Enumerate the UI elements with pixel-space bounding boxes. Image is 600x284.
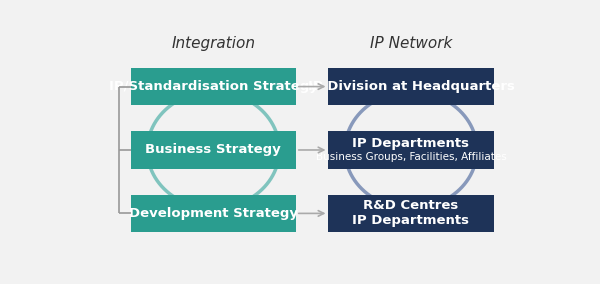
FancyBboxPatch shape [328,131,493,169]
Text: Business Groups, Facilities, Affiliates: Business Groups, Facilities, Affiliates [316,152,506,162]
Text: Business Strategy: Business Strategy [145,143,281,156]
Text: Integration: Integration [172,36,256,51]
Text: R&D Centres
IP Departments: R&D Centres IP Departments [352,199,469,227]
Text: IP Network: IP Network [370,36,452,51]
Text: IP Departments: IP Departments [352,137,469,150]
FancyBboxPatch shape [328,68,493,105]
Text: Development Strategy: Development Strategy [129,207,298,220]
Text: IP/Standardisation Strategy: IP/Standardisation Strategy [109,80,318,93]
FancyBboxPatch shape [131,195,296,232]
FancyBboxPatch shape [131,131,296,169]
FancyBboxPatch shape [131,68,296,105]
Text: IP Division at Headquarters: IP Division at Headquarters [308,80,514,93]
FancyBboxPatch shape [328,195,493,232]
